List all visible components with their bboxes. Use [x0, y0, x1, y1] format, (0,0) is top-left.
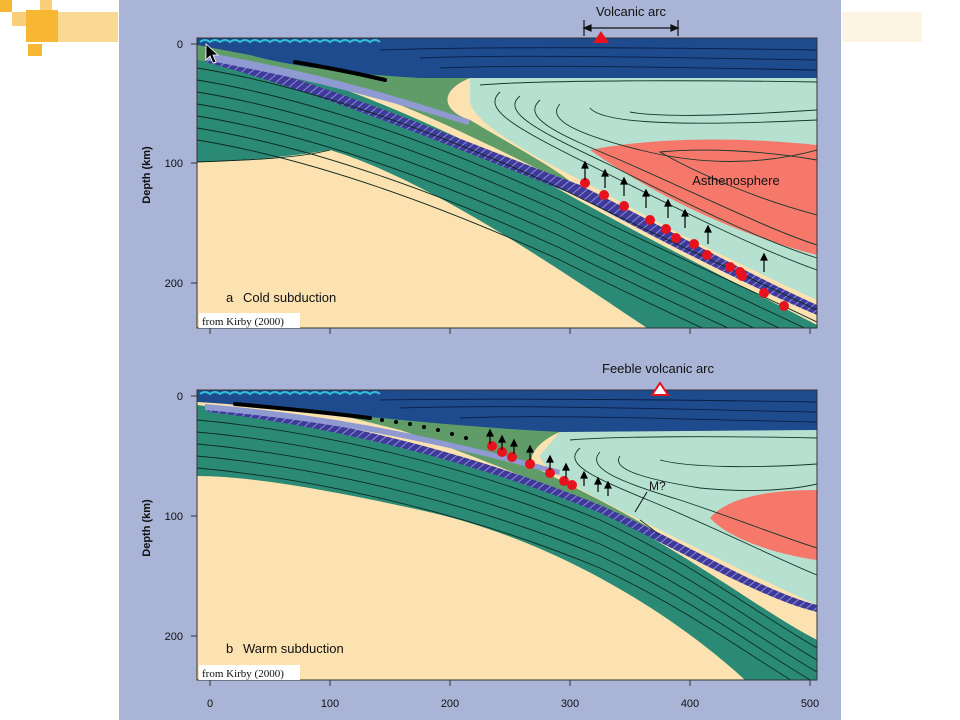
panel-a-letter: a [226, 290, 234, 305]
decor-square-5 [28, 44, 42, 56]
panel-b-y-tick-100: 100 [165, 511, 183, 523]
panel-b-title: Warm subduction [243, 641, 344, 656]
mantle-wedge-a [470, 78, 817, 300]
isotherms-wedge-b [569, 436, 817, 576]
feeble-volcano-icon [650, 381, 670, 396]
decor-square-7 [842, 12, 922, 42]
mantle-wedge-green-a [280, 76, 580, 190]
x-tick-400: 400 [681, 698, 699, 710]
panel-b-y-tick-0: 0 [177, 391, 183, 403]
decor-square-6 [40, 0, 52, 10]
panel-a: Volcanic arc Asthenosphere a Cold subduc… [141, 4, 818, 334]
panel-a-y-axis-label: Depth (km) [141, 146, 153, 204]
isotherms-ocean-b [379, 398, 817, 423]
decor-square-3 [26, 10, 58, 42]
ocean-layer-b [197, 390, 817, 432]
decor-square-1 [0, 0, 12, 12]
x-tick-500: 500 [801, 698, 819, 710]
megathrust-seismic-zone-b [233, 402, 372, 420]
panel-a-y-tick-100: 100 [165, 158, 183, 170]
panel-b-y-tick-200: 200 [165, 631, 183, 643]
panel-b-credit-box [199, 665, 300, 680]
x-tick-300: 300 [561, 698, 579, 710]
panel-b-ticks [191, 395, 811, 686]
panel-b-y-axis-label: Depth (km) [141, 499, 153, 557]
x-tick-0: 0 [207, 698, 213, 710]
panel-a-ticks [191, 43, 811, 334]
volcanic-arc-label: Volcanic arc [596, 4, 667, 19]
feeble-volcanic-arc-label: Feeble volcanic arc [602, 361, 714, 376]
isotherms-ocean-a [379, 47, 817, 71]
volcanic-arc-bracket [582, 20, 680, 36]
panel-a-title: Cold subduction [243, 290, 336, 305]
lithosphere-base-a [197, 149, 331, 163]
mouse-cursor-icon [205, 43, 220, 64]
sea-surface-waves-a [199, 39, 381, 44]
asthenosphere-b [710, 490, 817, 560]
slab-top-b [205, 404, 560, 475]
panel-b-letter: b [226, 641, 233, 656]
x-tick-100: 100 [321, 698, 339, 710]
fluid-arrows-b [486, 428, 612, 496]
panel-b-credit: from Kirby (2000) [202, 668, 284, 680]
sea-surface-waves-b [199, 391, 381, 396]
volcano-icon-a [593, 31, 609, 43]
x-tick-200: 200 [441, 698, 459, 710]
isotherms-lithosphere-b [197, 419, 817, 680]
panel-b-border [196, 389, 818, 681]
panel-a-credit-box [199, 313, 300, 328]
panel-a-border [196, 37, 818, 329]
decor-square-2 [12, 12, 26, 26]
seismic-dots-b [380, 418, 468, 440]
megathrust-seismic-zone-a [293, 60, 387, 82]
panel-b: Feeble volcanic arc M? b Warm subduction… [141, 361, 818, 686]
panel-a-y-tick-200: 200 [165, 278, 183, 290]
fluid-arrows-a [581, 160, 768, 272]
subducting-lithosphere-b [197, 405, 817, 680]
panel-a-credit: from Kirby (2000) [202, 316, 284, 328]
isotherms-wedge-a [479, 80, 817, 271]
decor-square-4 [58, 12, 118, 42]
earthquakes-a [580, 178, 789, 311]
slab-top-a [205, 52, 470, 125]
panel-a-y-tick-0: 0 [177, 39, 183, 51]
asthenosphere-label: Asthenosphere [692, 173, 779, 188]
m-question-label: M? [649, 479, 666, 493]
m-pointer-line [634, 491, 648, 513]
